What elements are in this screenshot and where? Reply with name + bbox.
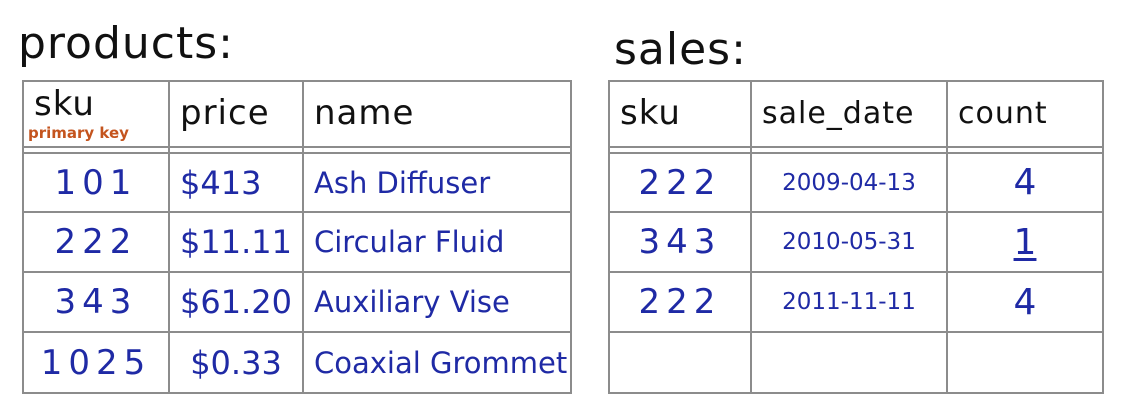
table-cell: $11.11 xyxy=(180,223,292,261)
table-cell: Circular Fluid xyxy=(314,225,505,259)
table-cell: $413 xyxy=(180,163,262,202)
sales-row-divider xyxy=(610,271,1102,273)
sales-header-divider xyxy=(610,146,1102,148)
table-cell: 2011-11-11 xyxy=(782,289,916,315)
table-cell: 222 xyxy=(54,222,138,262)
products-row-divider xyxy=(24,331,570,333)
sales-row-divider xyxy=(610,331,1102,333)
table-cell: Ash Diffuser xyxy=(314,165,491,200)
products-col-divider xyxy=(168,82,170,392)
products-header-name: name xyxy=(314,93,415,133)
table-cell: 101 xyxy=(54,162,138,203)
products-row-divider xyxy=(24,211,570,213)
products-header-divider xyxy=(24,146,570,148)
products-header-divider xyxy=(24,152,570,154)
sales-col-divider xyxy=(946,82,948,392)
table-cell: 2009-04-13 xyxy=(782,169,916,196)
products-table-title: products: xyxy=(18,18,234,69)
primary-key-annotation: primary key xyxy=(28,124,129,142)
table-cell: Coaxial Grommet xyxy=(314,345,568,380)
sales-header-divider xyxy=(610,152,1102,154)
table-cell: $0.33 xyxy=(190,343,282,382)
table-cell: 2010-05-31 xyxy=(782,229,916,255)
products-table: sku primary key price name 101 $413 Ash … xyxy=(22,80,572,394)
table-cell: 1 xyxy=(1013,221,1037,263)
sales-header-sale-date: sale_date xyxy=(762,95,915,131)
table-cell: 343 xyxy=(638,222,722,262)
table-cell: 222 xyxy=(638,282,722,322)
products-col-divider xyxy=(302,82,304,392)
table-cell: Auxiliary Vise xyxy=(314,285,510,319)
products-header-price: price xyxy=(180,93,270,133)
table-cell-empty xyxy=(610,333,750,392)
sales-header-count: count xyxy=(958,95,1048,131)
sales-table: sku sale_date count 222 2009-04-13 4 343… xyxy=(608,80,1104,394)
table-cell: 4 xyxy=(1013,162,1037,203)
sales-table-title: sales: xyxy=(614,24,747,75)
products-row-divider xyxy=(24,271,570,273)
table-cell: $61.20 xyxy=(180,283,292,321)
sales-col-divider xyxy=(750,82,752,392)
products-header-sku: sku xyxy=(34,84,95,124)
table-cell: 222 xyxy=(638,162,722,203)
table-cell: 343 xyxy=(54,282,138,322)
sales-header-sku: sku xyxy=(620,93,681,133)
table-cell: 1025 xyxy=(40,342,152,383)
sales-row-divider xyxy=(610,211,1102,213)
table-cell-empty xyxy=(948,333,1102,392)
table-cell-empty xyxy=(752,333,946,392)
table-cell: 4 xyxy=(1013,281,1037,323)
